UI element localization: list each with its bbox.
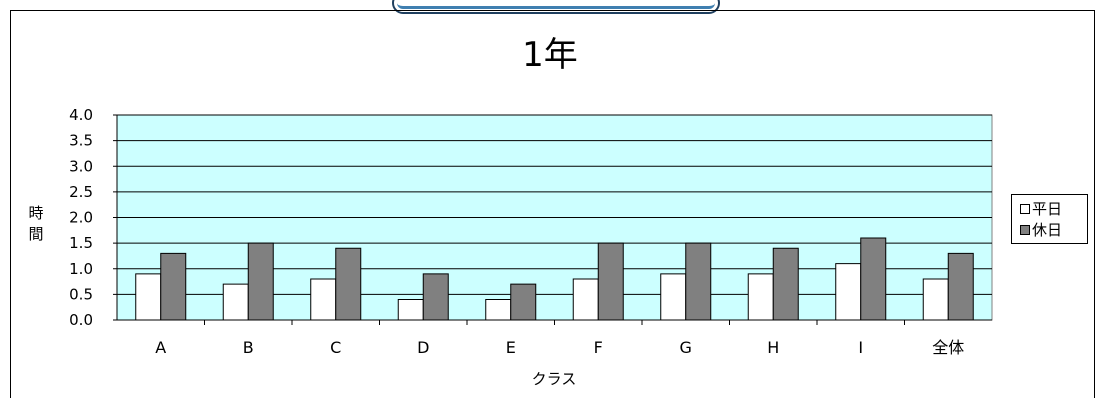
bars <box>135 237 974 321</box>
bar-weekday <box>135 273 162 321</box>
y-tick-label: 1.0 <box>69 260 93 278</box>
x-axis-ticks: A B C D E F G H I 全体 <box>155 320 964 357</box>
x-tick-label: F <box>594 338 603 357</box>
bar-weekday <box>572 278 599 321</box>
x-tick-label: H <box>767 338 779 357</box>
legend: 平日 休日 <box>1011 194 1088 244</box>
x-tick-label: G <box>680 338 692 357</box>
chart-title: 1年 <box>522 35 578 75</box>
y-axis-ticks: 0.0 0.5 1.0 1.5 2.0 2.5 3.0 3.5 4.0 <box>69 106 117 329</box>
x-tick-label: C <box>330 338 341 357</box>
bar-holiday <box>422 273 449 321</box>
x-tick-label: B <box>243 338 254 357</box>
bar-weekday <box>485 299 512 321</box>
legend-label-weekday: 平日 <box>1032 200 1063 218</box>
y-tick-label: 3.5 <box>69 132 93 150</box>
bar-holiday <box>947 252 974 321</box>
legend-item-weekday: 平日 <box>1020 198 1087 219</box>
bar-holiday <box>160 252 187 321</box>
y-tick-label: 4.0 <box>69 106 93 124</box>
bar-weekday <box>747 273 774 321</box>
bar-weekday <box>310 278 337 321</box>
x-tick-label: D <box>417 338 429 357</box>
y-tick-label: 0.5 <box>69 285 93 303</box>
bar-holiday <box>772 247 799 321</box>
bar-holiday <box>510 283 537 321</box>
x-tick-label: I <box>858 338 863 357</box>
bar-weekday <box>922 278 949 321</box>
legend-swatch-weekday <box>1020 203 1030 214</box>
bar-weekday <box>835 263 862 321</box>
bar-weekday <box>660 273 687 321</box>
bar-holiday <box>335 247 362 321</box>
bar-holiday <box>597 242 624 321</box>
x-tick-label: E <box>506 338 516 357</box>
bar-weekday <box>397 299 424 321</box>
x-tick-label: 全体 <box>932 338 964 357</box>
y-tick-label: 1.5 <box>69 234 93 252</box>
legend-item-holiday: 休日 <box>1020 219 1087 240</box>
x-axis-label: クラス <box>532 370 577 388</box>
y-axis-label: 時間 <box>28 204 44 243</box>
bar-weekday <box>222 283 249 321</box>
y-tick-label: 0.0 <box>69 311 93 329</box>
y-tick-label: 2.5 <box>69 183 93 201</box>
legend-label-holiday: 休日 <box>1032 221 1063 239</box>
bar-holiday <box>685 242 712 321</box>
x-tick-label: A <box>155 338 166 357</box>
bar-holiday <box>247 242 274 321</box>
y-tick-label: 3.0 <box>69 157 93 175</box>
legend-swatch-holiday <box>1020 224 1030 235</box>
bar-holiday <box>860 237 887 321</box>
y-tick-label: 2.0 <box>69 209 93 227</box>
chart-frame <box>10 10 1095 398</box>
